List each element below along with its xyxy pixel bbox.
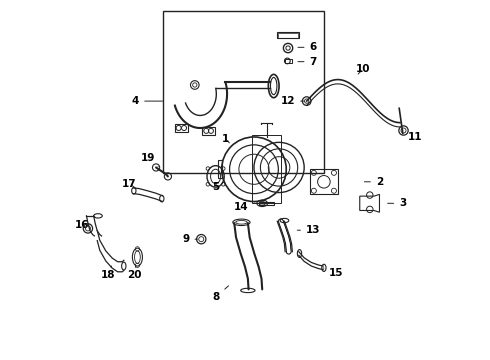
Text: 18: 18 (101, 266, 115, 280)
Text: 5: 5 (213, 182, 220, 192)
Text: 7: 7 (298, 57, 317, 67)
Text: 15: 15 (323, 268, 344, 278)
Text: 9: 9 (182, 234, 197, 244)
Text: 4: 4 (132, 96, 163, 106)
Bar (310, 169, 338, 194)
Text: 16: 16 (74, 220, 89, 230)
Text: 20: 20 (127, 266, 142, 280)
Bar (285, 59, 293, 63)
Bar (278, 33, 298, 38)
Text: 13: 13 (297, 225, 320, 235)
Text: 8: 8 (213, 286, 228, 302)
Bar (252, 135, 281, 203)
Text: 12: 12 (281, 96, 304, 106)
Text: 3: 3 (388, 198, 406, 208)
Text: 6: 6 (298, 42, 317, 52)
Text: 10: 10 (356, 64, 370, 74)
Text: 19: 19 (141, 153, 158, 166)
Bar (277, 32, 299, 39)
Text: 17: 17 (122, 179, 137, 189)
Text: 11: 11 (402, 130, 423, 142)
Text: 14: 14 (234, 202, 255, 212)
Bar (163, 12, 324, 173)
Text: 1: 1 (221, 134, 229, 144)
Text: 2: 2 (365, 177, 383, 187)
